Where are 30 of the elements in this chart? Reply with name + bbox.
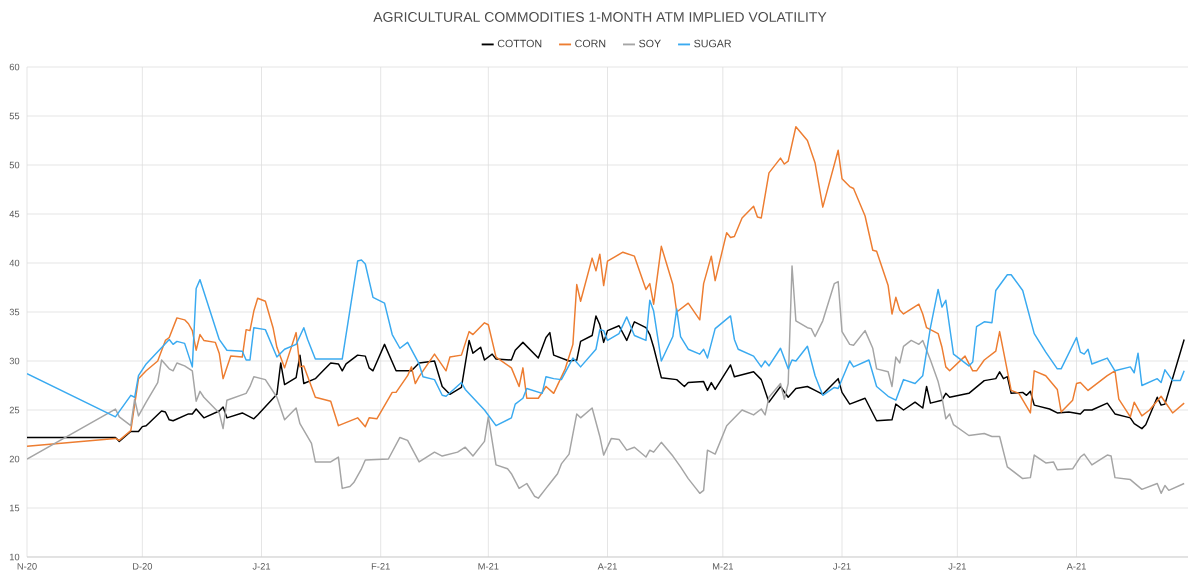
x-tick-label: F-21 — [371, 563, 390, 570]
line-series — [27, 315, 1185, 443]
y-tick-label: 10 — [9, 553, 20, 561]
x-tick-label: M-21 — [712, 563, 733, 570]
legend-label: SOY — [639, 39, 661, 48]
chart-title: AGRICULTURAL COMMODITIES 1-MONTH ATM IMPLIED VOLATILITY — [373, 12, 827, 22]
y-tick-label: 20 — [9, 455, 20, 463]
y-tick-label: 60 — [9, 63, 20, 71]
line-series — [27, 259, 1185, 427]
legend-label: COTTON — [497, 39, 542, 48]
x-tick-label: J-21 — [252, 563, 271, 570]
x-tick-label: N-20 — [17, 563, 37, 570]
legend-label: SUGAR — [694, 39, 732, 48]
y-tick-label: 45 — [9, 210, 20, 218]
y-tick-label: 50 — [9, 161, 20, 169]
x-tick-label: A-21 — [597, 563, 617, 570]
x-tick-label: A-21 — [1066, 563, 1086, 570]
y-tick-label: 25 — [9, 406, 20, 414]
line-series — [27, 126, 1185, 447]
x-tick-label: M-21 — [478, 563, 499, 570]
y-tick-label: 55 — [9, 112, 20, 120]
y-tick-label: 40 — [9, 259, 20, 267]
line-series — [27, 265, 1185, 499]
y-tick-label: 30 — [9, 357, 20, 365]
x-tick-label: J-21 — [948, 563, 966, 570]
x-tick-label: J-21 — [833, 563, 851, 570]
legend-label: CORN — [575, 39, 606, 48]
y-tick-label: 15 — [9, 504, 20, 512]
y-tick-label: 35 — [9, 308, 20, 316]
x-tick-label: D-20 — [132, 563, 153, 570]
